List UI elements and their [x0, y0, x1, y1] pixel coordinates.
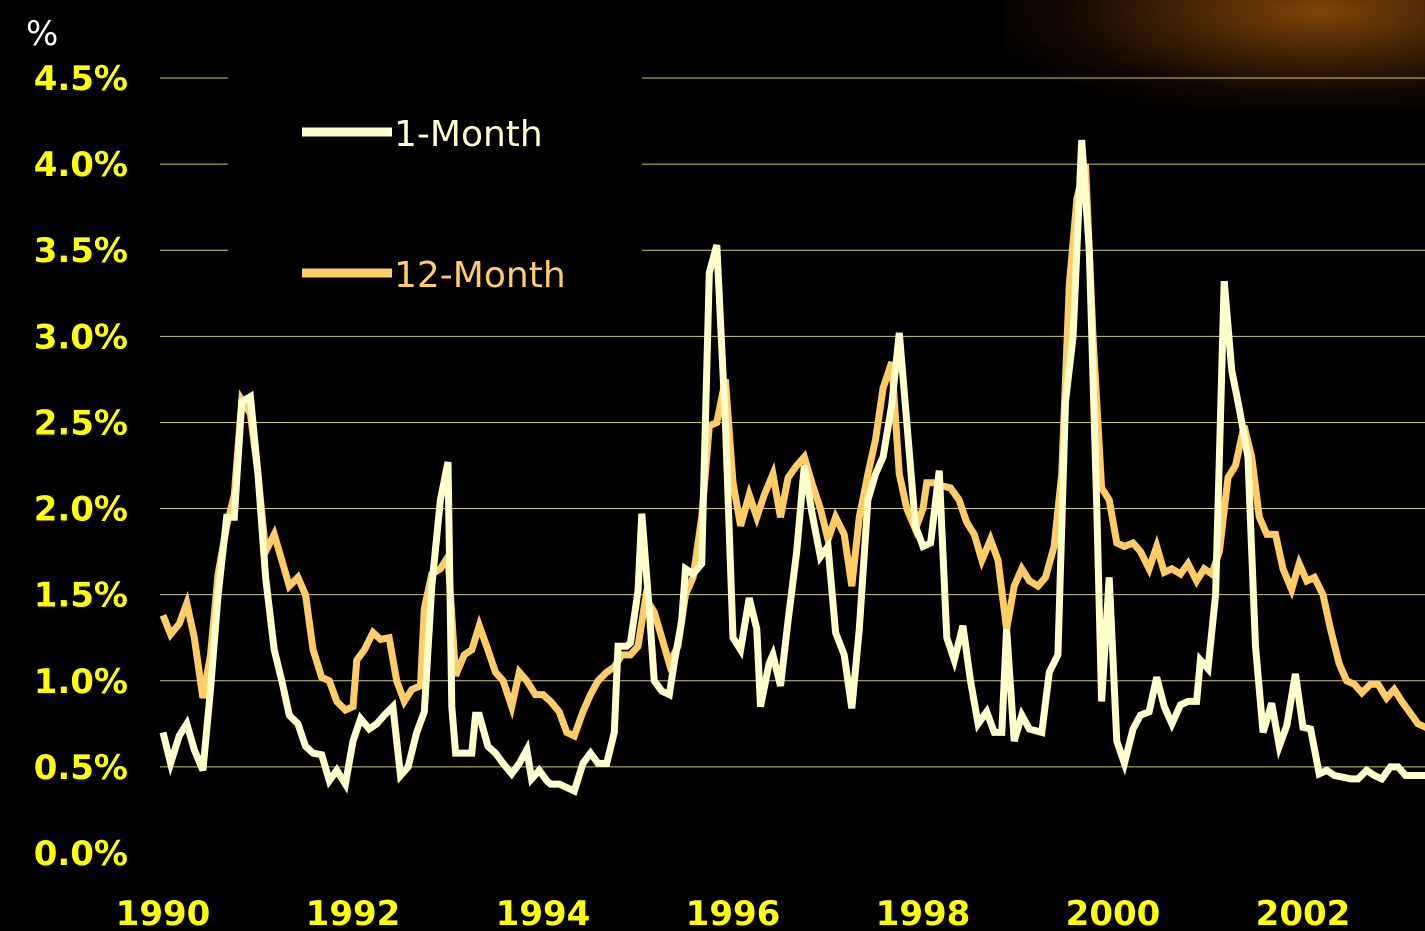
x-tick-label: 2002	[1256, 894, 1351, 931]
x-tick-label: 1998	[876, 894, 971, 931]
y-tick-label: 4.0%	[34, 145, 128, 185]
series-lines	[159, 139, 1425, 796]
y-tick-label: 3.0%	[34, 317, 128, 357]
gridlines	[160, 77, 1425, 768]
y-tick-label: 0.0%	[34, 834, 128, 874]
x-tick-label: 1994	[496, 894, 591, 931]
legend: 1-Month 12-Month	[302, 114, 566, 296]
y-tick-labels: 0.0% 0.5% 1.0% 1.5% 2.0% 2.5% 3.0% 3.5% 4.0% 4.5%	[34, 59, 128, 874]
legend-label: 12-Month	[394, 255, 566, 296]
y-tick-label: 2.0%	[34, 490, 128, 530]
y-tick-label: 0.5%	[34, 748, 128, 788]
x-tick-label: 1996	[686, 894, 781, 931]
y-tick-label: 3.5%	[34, 231, 128, 271]
x-tick-label: 1992	[306, 894, 401, 931]
y-tick-label: 4.5%	[34, 59, 128, 99]
y-axis-label: %	[26, 14, 59, 54]
y-tick-label: 1.5%	[34, 576, 128, 616]
series-line-1-month	[159, 139, 1425, 796]
x-tick-label: 2000	[1066, 894, 1161, 931]
x-tick-label: 1990	[116, 894, 211, 931]
legend-label: 1-Month	[394, 114, 543, 155]
y-tick-label: 1.0%	[34, 662, 128, 702]
x-tick-labels: 1990 1992 1994 1996 1998 2000 2002	[116, 894, 1351, 931]
y-tick-label: 2.5%	[34, 403, 128, 443]
